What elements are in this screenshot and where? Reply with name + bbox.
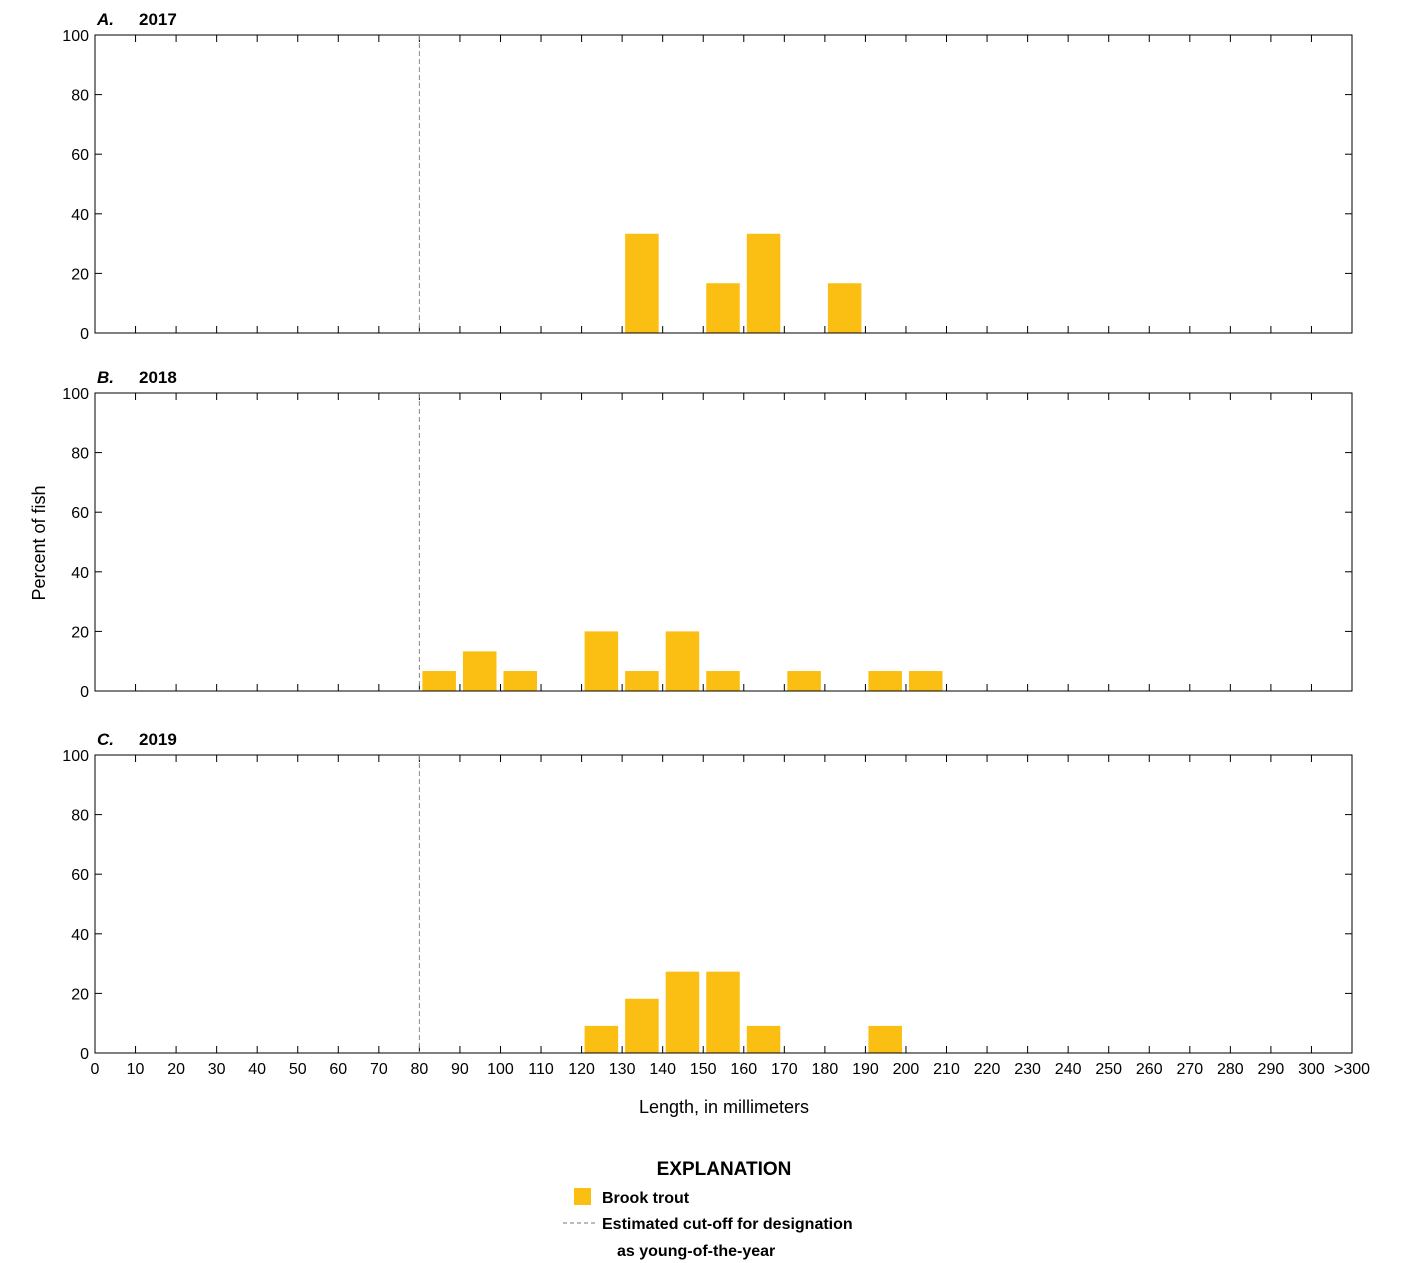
legend-title: EXPLANATION: [657, 1159, 792, 1180]
plot-frame: [94, 392, 1353, 692]
y-tick-label: 60: [71, 147, 89, 164]
bar-2018-150: [706, 671, 740, 691]
y-tick-label: 0: [80, 326, 89, 343]
bar-2017-160: [746, 233, 781, 333]
panel-2018: B. 2018 0 20 40 60 80 100: [62, 368, 1353, 701]
bar-2018-190: [868, 671, 902, 691]
legend-line-label-1: Estimated cut-off for designation: [602, 1216, 853, 1233]
x-tick-label: 160: [730, 1061, 757, 1078]
x-tick-label: 220: [974, 1061, 1001, 1078]
x-tick-label: 0: [91, 1061, 100, 1078]
panel-year: 2019: [139, 730, 177, 749]
bar-2017-180: [827, 283, 862, 333]
x-tick-label: 240: [1055, 1061, 1082, 1078]
x-tick-label: 60: [329, 1061, 347, 1078]
x-tick-label: 80: [410, 1061, 428, 1078]
panel-letter: B.: [97, 368, 114, 387]
bar-2019-150: [706, 971, 740, 1053]
bar-2018-130: [625, 671, 659, 691]
x-tick-label: 250: [1095, 1061, 1122, 1078]
panel-2017: A. 2017 0 20 40 60 80 100: [62, 10, 1353, 343]
x-tick-label: 100: [487, 1061, 514, 1078]
y-tick-label: 20: [71, 624, 89, 641]
bar-2018-140: [665, 631, 700, 691]
bar-2019-140: [665, 971, 700, 1053]
bar-2019-160: [746, 1025, 781, 1053]
bar-2019-120: [584, 1025, 619, 1053]
plot-frame: [94, 34, 1353, 334]
x-tick-label: 180: [812, 1061, 839, 1078]
x-tick-label: 40: [248, 1061, 266, 1078]
bar-2018-80: [422, 671, 456, 691]
panel-2019: C. 2019 0 20 40 60 80 100 0 10 20 30 40 50 60 70 80 90 100…: [62, 730, 1370, 1078]
panel-letter: A.: [96, 10, 114, 29]
x-tick-label: 130: [609, 1061, 636, 1078]
y-tick-label: 40: [71, 207, 89, 224]
y-tick-label: 0: [80, 684, 89, 701]
bar-2017-130: [625, 233, 659, 333]
y-tick-label: 100: [62, 748, 89, 765]
x-tick-label: 230: [1014, 1061, 1041, 1078]
x-tick-label: 300: [1298, 1061, 1325, 1078]
bar-2017-150: [706, 283, 740, 333]
y-tick-label: 40: [71, 927, 89, 944]
y-tick-label: 0: [80, 1046, 89, 1063]
bar-2019-190: [868, 1025, 902, 1053]
y-tick-label: 20: [71, 986, 89, 1003]
x-tick-label: 50: [289, 1061, 307, 1078]
legend: EXPLANATION Brook trout Estimated cut-of…: [563, 1159, 853, 1260]
x-tick-label: 110: [528, 1061, 554, 1078]
x-tick-label: 70: [370, 1061, 388, 1078]
x-tick-label: 170: [771, 1061, 798, 1078]
legend-line-label-2: as young-of-the-year: [617, 1243, 775, 1260]
y-axis-title: Percent of fish: [29, 485, 49, 600]
x-tick-label: 280: [1217, 1061, 1244, 1078]
y-tick-label: 60: [71, 505, 89, 522]
legend-bar-label: Brook trout: [602, 1190, 690, 1207]
panel-year: 2018: [139, 368, 177, 387]
x-tick-label: >300: [1334, 1061, 1370, 1078]
y-tick-label: 20: [71, 266, 89, 283]
x-tick-label: 120: [568, 1061, 595, 1078]
x-tick-label: 210: [933, 1061, 960, 1078]
bar-2018-90: [462, 651, 497, 691]
panel-letter: C.: [97, 730, 114, 749]
x-tick-label: 290: [1258, 1061, 1285, 1078]
x-tick-label: 30: [208, 1061, 226, 1078]
x-axis-title: Length, in millimeters: [639, 1097, 809, 1117]
x-tick-label: 150: [690, 1061, 717, 1078]
bar-2018-200: [908, 671, 943, 691]
x-tick-label: 270: [1176, 1061, 1203, 1078]
x-tick-label: 140: [649, 1061, 676, 1078]
panel-year: 2017: [139, 10, 177, 29]
plot-frame: [94, 754, 1353, 1054]
x-tick-label: 190: [852, 1061, 879, 1078]
x-tick-label: 20: [167, 1061, 185, 1078]
y-tick-label: 80: [71, 446, 89, 463]
y-tick-label: 60: [71, 867, 89, 884]
y-tick-label: 80: [71, 808, 89, 825]
y-tick-label: 40: [71, 565, 89, 582]
x-tick-label: 90: [451, 1061, 469, 1078]
y-tick-label: 80: [71, 88, 89, 105]
legend-bar-swatch: [574, 1188, 591, 1205]
x-tick-label: 10: [127, 1061, 145, 1078]
x-tick-label: 200: [893, 1061, 920, 1078]
bar-2018-120: [584, 631, 619, 691]
y-tick-label: 100: [62, 386, 89, 403]
bar-2019-130: [625, 998, 659, 1053]
bar-2018-100: [503, 671, 538, 691]
y-tick-label: 100: [62, 28, 89, 45]
x-tick-label: 260: [1136, 1061, 1163, 1078]
bar-2018-170: [787, 671, 821, 691]
